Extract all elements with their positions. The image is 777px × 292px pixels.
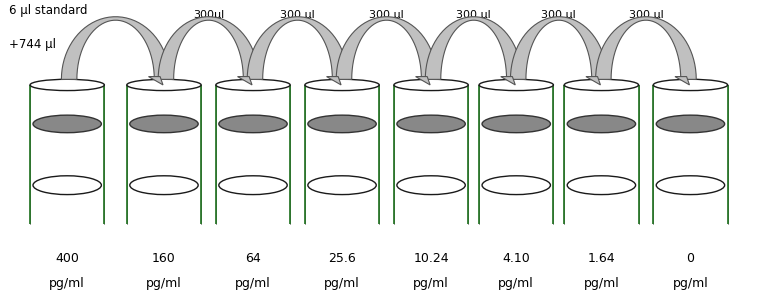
Text: 64: 64: [245, 252, 261, 265]
Ellipse shape: [305, 79, 379, 91]
Ellipse shape: [657, 176, 725, 194]
Ellipse shape: [397, 115, 465, 133]
Polygon shape: [336, 17, 437, 79]
Ellipse shape: [30, 79, 104, 91]
Text: 10.24: 10.24: [413, 252, 449, 265]
Ellipse shape: [216, 79, 290, 91]
Ellipse shape: [308, 115, 376, 133]
Ellipse shape: [130, 115, 198, 133]
Polygon shape: [148, 77, 163, 85]
Ellipse shape: [219, 176, 287, 194]
Text: pg/ml: pg/ml: [49, 277, 85, 290]
Polygon shape: [425, 17, 522, 79]
Text: pg/ml: pg/ml: [673, 277, 709, 290]
Polygon shape: [326, 77, 341, 85]
Ellipse shape: [33, 115, 101, 133]
Polygon shape: [238, 77, 252, 85]
Text: 400: 400: [55, 252, 79, 265]
Text: 300 μl: 300 μl: [369, 10, 404, 20]
Text: 4.10: 4.10: [503, 252, 530, 265]
Text: pg/ml: pg/ml: [584, 277, 619, 290]
Ellipse shape: [397, 176, 465, 194]
Text: pg/ml: pg/ml: [146, 277, 182, 290]
Ellipse shape: [130, 176, 198, 194]
Polygon shape: [159, 17, 259, 79]
Text: 25.6: 25.6: [328, 252, 356, 265]
Polygon shape: [247, 17, 348, 79]
Text: 300 μl: 300 μl: [280, 10, 315, 20]
Text: pg/ml: pg/ml: [413, 277, 449, 290]
Ellipse shape: [482, 176, 550, 194]
Ellipse shape: [127, 79, 201, 91]
Ellipse shape: [567, 176, 636, 194]
Ellipse shape: [653, 79, 727, 91]
Text: 300 μl: 300 μl: [629, 10, 664, 20]
Text: +744 μl: +744 μl: [9, 38, 56, 51]
Polygon shape: [416, 77, 430, 85]
Text: pg/ml: pg/ml: [324, 277, 360, 290]
Text: 160: 160: [152, 252, 176, 265]
Text: 6 μl standard: 6 μl standard: [9, 4, 88, 17]
Ellipse shape: [394, 79, 469, 91]
Ellipse shape: [482, 115, 550, 133]
Polygon shape: [596, 17, 696, 79]
Ellipse shape: [479, 79, 553, 91]
Text: pg/ml: pg/ml: [498, 277, 534, 290]
Polygon shape: [500, 77, 515, 85]
Ellipse shape: [567, 115, 636, 133]
Polygon shape: [586, 77, 601, 85]
Text: pg/ml: pg/ml: [235, 277, 271, 290]
Text: 300 μl: 300 μl: [456, 10, 491, 20]
Ellipse shape: [564, 79, 639, 91]
Text: 1.64: 1.64: [587, 252, 615, 265]
Ellipse shape: [33, 176, 101, 194]
Ellipse shape: [219, 115, 287, 133]
Text: 0: 0: [686, 252, 695, 265]
Ellipse shape: [657, 115, 725, 133]
Polygon shape: [61, 17, 170, 79]
Ellipse shape: [308, 176, 376, 194]
Polygon shape: [510, 17, 607, 79]
Polygon shape: [675, 77, 689, 85]
Text: 300 μl: 300 μl: [542, 10, 577, 20]
Text: 300μl: 300μl: [193, 10, 224, 20]
